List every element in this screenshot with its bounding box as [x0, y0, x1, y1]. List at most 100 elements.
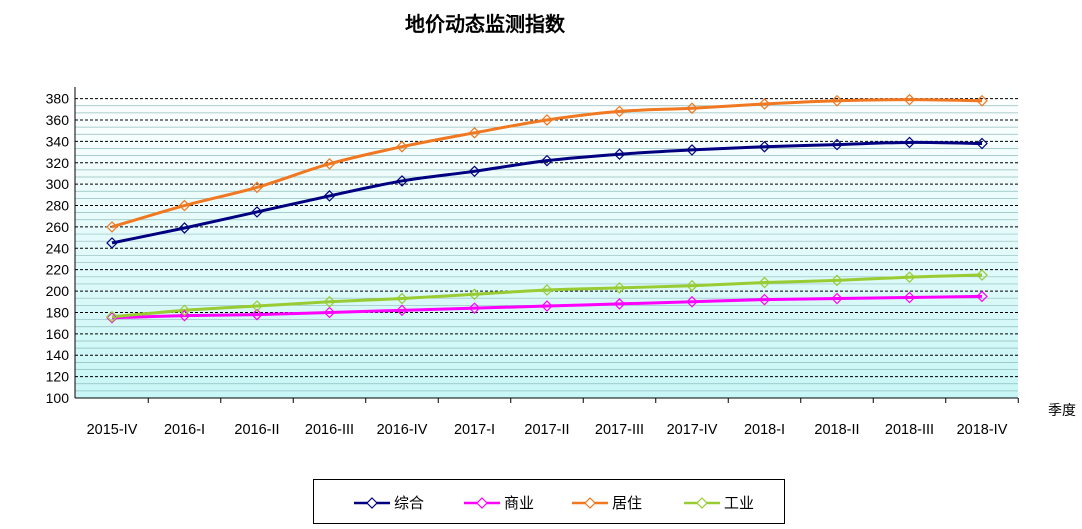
x-tick-label: 2018-IV — [957, 422, 1008, 438]
y-tick-label: 140 — [46, 347, 70, 363]
legend-item: 综合 — [354, 480, 424, 525]
chart-title: 地价动态监测指数 — [405, 12, 565, 36]
data-point-marker — [323, 190, 336, 202]
data-point-marker — [831, 94, 843, 107]
data-point-marker — [831, 292, 843, 305]
data-point-marker — [468, 302, 481, 315]
legend-label: 工业 — [724, 494, 755, 512]
data-point-marker — [541, 284, 553, 296]
plot-area — [75, 87, 1018, 398]
data-point-marker — [903, 291, 916, 304]
y-tick-label: 240 — [46, 240, 70, 256]
data-point-marker — [541, 154, 553, 167]
y-tick-label: 380 — [46, 91, 70, 107]
x-tick-label: 2016-III — [305, 422, 354, 438]
y-tick-label: 120 — [46, 369, 70, 385]
data-point-marker — [178, 199, 191, 212]
data-point-marker — [178, 222, 191, 234]
data-point-marker — [396, 292, 408, 305]
data-point-marker — [178, 304, 191, 317]
data-point-marker — [106, 221, 118, 233]
data-point-marker — [251, 308, 263, 321]
x-tick-label: 2016-IV — [377, 422, 428, 438]
y-tick-label: 220 — [46, 262, 70, 278]
data-point-marker — [541, 114, 553, 126]
x-tick-label: 2018-III — [885, 422, 934, 438]
data-point-marker — [903, 93, 916, 106]
data-point-marker — [106, 310, 118, 323]
y-tick-label: 180 — [46, 304, 70, 320]
legend-item: 居住 — [572, 480, 642, 525]
data-point-marker — [468, 126, 481, 139]
x-tick-label: 2018-I — [744, 422, 785, 438]
y-tick-label: 300 — [46, 176, 70, 192]
data-point-marker — [686, 144, 698, 156]
legend-label: 综合 — [394, 494, 425, 512]
y-tick-label: 320 — [46, 155, 70, 171]
series-line-2 — [111, 98, 983, 229]
data-point-marker — [686, 295, 698, 308]
y-tick-label: 360 — [46, 112, 70, 128]
series-line-0 — [111, 140, 983, 245]
x-tick-label: 2017-I — [454, 422, 495, 438]
data-point-marker — [613, 282, 626, 294]
x-tick-label: 2016-II — [234, 422, 279, 438]
x-tick-label: 2016-I — [164, 422, 205, 438]
data-point-marker — [686, 279, 698, 292]
y-tick-label: 160 — [46, 326, 70, 342]
data-point-marker — [976, 290, 988, 303]
x-tick-label: 2018-II — [814, 422, 859, 438]
legend-swatch — [572, 496, 608, 509]
legend-item: 商业 — [464, 480, 534, 525]
data-point-marker — [976, 269, 988, 281]
legend-swatch — [354, 496, 390, 509]
data-point-marker — [903, 136, 916, 149]
legend-label: 居住 — [612, 494, 643, 512]
data-point-marker — [323, 157, 336, 170]
legend-swatch — [684, 496, 720, 509]
legend-swatch — [464, 496, 500, 509]
x-tick-label: 2015-IV — [87, 422, 138, 438]
data-point-marker — [758, 276, 771, 289]
y-tick-label: 100 — [46, 390, 70, 406]
data-point-marker — [686, 102, 698, 115]
data-point-marker — [976, 94, 988, 107]
data-point-marker — [251, 300, 263, 312]
data-point-marker — [106, 311, 118, 324]
data-point-marker — [323, 306, 336, 319]
data-point-marker — [758, 98, 771, 110]
data-point-marker — [758, 140, 771, 153]
data-point-marker — [178, 309, 191, 322]
data-point-marker — [323, 295, 336, 308]
data-point-marker — [468, 288, 481, 301]
series-line-3 — [111, 273, 983, 319]
x-tick-label: 2017-IV — [667, 422, 718, 438]
legend-label: 商业 — [504, 494, 535, 512]
data-point-marker — [396, 175, 408, 187]
data-point-marker — [251, 206, 263, 218]
data-point-marker — [468, 165, 481, 178]
data-point-marker — [541, 300, 553, 312]
data-point-marker — [903, 271, 916, 284]
data-point-marker — [613, 298, 626, 310]
data-point-marker — [831, 274, 843, 287]
legend: 综合 商业 居住 工业 — [313, 479, 785, 524]
y-tick-label: 200 — [46, 283, 70, 299]
x-tick-label: 2017-II — [524, 422, 569, 438]
data-point-marker — [251, 181, 263, 194]
x-tick-label: 2017-III — [595, 422, 644, 438]
x-axis-label: 季度 — [1048, 402, 1076, 418]
data-point-marker — [976, 137, 988, 150]
y-tick-label: 280 — [46, 198, 70, 214]
series-line-1 — [111, 294, 983, 320]
data-point-marker — [106, 237, 118, 249]
data-point-marker — [613, 148, 626, 161]
data-point-marker — [613, 105, 626, 118]
data-point-marker — [758, 293, 771, 306]
y-tick-label: 340 — [46, 133, 70, 149]
legend-item: 工业 — [684, 480, 754, 525]
data-point-marker — [396, 304, 408, 317]
y-tick-label: 260 — [46, 219, 70, 235]
data-point-marker — [831, 138, 843, 151]
